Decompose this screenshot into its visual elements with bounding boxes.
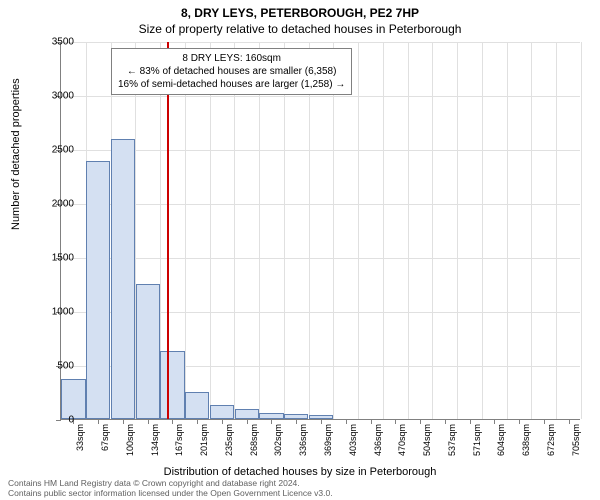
gridline-vertical [333,42,334,419]
histogram-bar [136,284,160,419]
gridline-vertical [309,42,310,419]
gridline-vertical [408,42,409,419]
x-tick-label: 436sqm [373,424,383,474]
x-tick-label: 268sqm [249,424,259,474]
x-tick-label: 100sqm [125,424,135,474]
footer-attribution: Contains HM Land Registry data © Crown c… [8,478,333,498]
x-tick-label: 134sqm [150,424,160,474]
gridline-horizontal [61,96,580,97]
reference-line [167,42,169,419]
x-tick-label: 504sqm [422,424,432,474]
annotation-line1: 8 DRY LEYS: 160sqm [118,52,345,65]
gridline-vertical [234,42,235,419]
x-tick-mark [420,419,421,424]
histogram-bar [111,139,135,419]
gridline-vertical [581,42,582,419]
y-tick-label: 2000 [52,199,74,210]
plot-area: 8 DRY LEYS: 160sqm ← 83% of detached hou… [60,42,580,420]
gridline-vertical [383,42,384,419]
chart-subtitle: Size of property relative to detached ho… [0,20,600,36]
y-tick-label: 1500 [52,253,74,264]
x-tick-label: 604sqm [496,424,506,474]
histogram-bar [185,392,209,419]
x-tick-mark [470,419,471,424]
x-tick-label: 336sqm [298,424,308,474]
annotation-line2: ← 83% of detached houses are smaller (6,… [118,65,345,78]
x-tick-mark [519,419,520,424]
x-tick-mark [98,419,99,424]
x-tick-mark [569,419,570,424]
x-tick-label: 638sqm [521,424,531,474]
x-tick-label: 470sqm [397,424,407,474]
x-tick-mark [148,419,149,424]
histogram-bar [284,414,308,419]
y-tick-label: 0 [68,415,74,426]
gridline-horizontal [61,150,580,151]
y-tick-label: 3500 [52,37,74,48]
histogram-bar [259,413,283,419]
x-tick-mark [321,419,322,424]
gridline-vertical [556,42,557,419]
y-tick-label: 2500 [52,145,74,156]
gridline-vertical [531,42,532,419]
gridline-vertical [259,42,260,419]
footer-line1: Contains HM Land Registry data © Crown c… [8,478,333,488]
gridline-vertical [457,42,458,419]
gridline-horizontal [61,42,580,43]
gridline-vertical [284,42,285,419]
x-tick-label: 403sqm [348,424,358,474]
x-tick-mark [445,419,446,424]
x-tick-mark [346,419,347,424]
x-tick-label: 369sqm [323,424,333,474]
gridline-horizontal [61,204,580,205]
histogram-bar [86,161,110,419]
gridline-vertical [185,42,186,419]
x-tick-label: 672sqm [546,424,556,474]
x-tick-mark [123,419,124,424]
y-tick-label: 500 [57,361,74,372]
x-tick-label: 302sqm [273,424,283,474]
footer-line2: Contains public sector information licen… [8,488,333,498]
histogram-bar [210,405,234,419]
gridline-vertical [210,42,211,419]
x-tick-mark [544,419,545,424]
y-tick-mark [56,420,61,421]
x-tick-mark [371,419,372,424]
gridline-vertical [432,42,433,419]
gridline-vertical [507,42,508,419]
x-tick-label: 167sqm [174,424,184,474]
gridline-vertical [482,42,483,419]
y-tick-label: 1000 [52,307,74,318]
x-tick-label: 67sqm [100,424,110,474]
x-tick-mark [222,419,223,424]
histogram-bar [61,379,85,419]
histogram-bar [309,415,333,419]
annotation-line3: 16% of semi-detached houses are larger (… [118,78,345,91]
histogram-bar [160,351,184,419]
annotation-box: 8 DRY LEYS: 160sqm ← 83% of detached hou… [111,48,352,95]
gridline-vertical [358,42,359,419]
histogram-bar [235,409,259,419]
x-tick-label: 33sqm [75,424,85,474]
chart-title-address: 8, DRY LEYS, PETERBOROUGH, PE2 7HP [0,0,600,20]
x-tick-label: 571sqm [472,424,482,474]
x-tick-label: 537sqm [447,424,457,474]
x-tick-mark [247,419,248,424]
x-tick-label: 201sqm [199,424,209,474]
gridline-horizontal [61,258,580,259]
x-tick-label: 235sqm [224,424,234,474]
y-axis-label: Number of detached properties [10,78,22,230]
y-tick-label: 3000 [52,91,74,102]
x-tick-label: 705sqm [571,424,581,474]
